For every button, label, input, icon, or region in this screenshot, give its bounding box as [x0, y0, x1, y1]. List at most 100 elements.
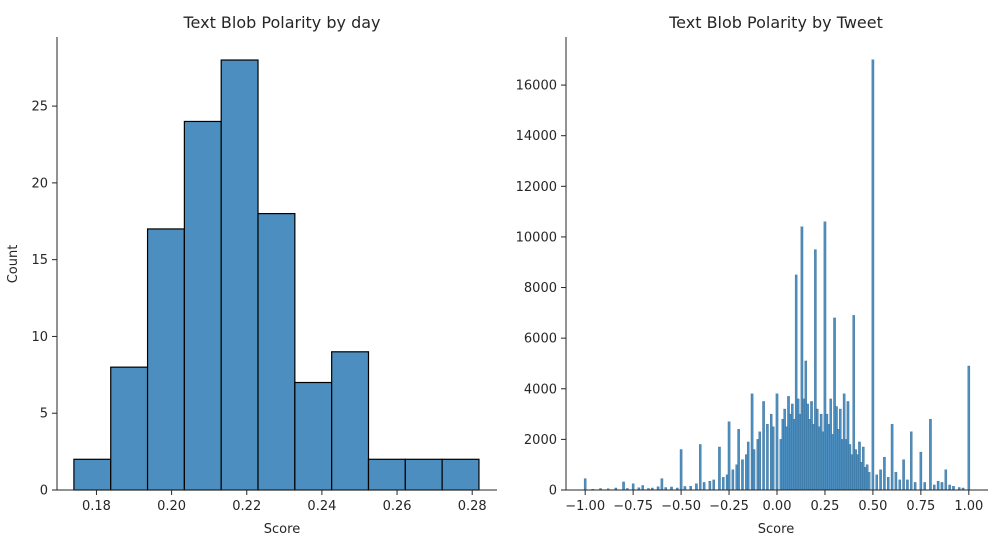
x-tick-label: 0.50 — [858, 499, 887, 514]
y-tick-label: 0 — [40, 484, 48, 499]
histogram-bar — [948, 484, 951, 491]
x-tick-label: 0.75 — [906, 499, 935, 514]
histogram-bar — [910, 431, 913, 491]
y-tick-label: 25 — [31, 100, 48, 115]
histogram-bar — [722, 477, 725, 491]
histogram-bar — [737, 429, 740, 491]
y-tick-label: 8000 — [524, 281, 557, 296]
histogram-bar — [929, 418, 932, 491]
histogram-bar — [871, 59, 875, 491]
x-axis-label: Score — [758, 522, 794, 537]
histogram-bar — [367, 458, 406, 491]
histogram-bar — [940, 482, 944, 491]
x-tick-label: −0.75 — [613, 499, 653, 514]
histogram-bar — [73, 458, 112, 491]
chart-title: Text Blob Polarity by Tweet — [668, 13, 883, 32]
histogram-bar — [923, 482, 926, 491]
histogram-bar — [890, 424, 894, 491]
histogram-bar — [699, 444, 702, 491]
x-tick-label: 1.00 — [954, 499, 983, 514]
histogram-bar — [752, 449, 756, 491]
y-tick-label: 20 — [31, 176, 48, 191]
y-tick-label: 10000 — [516, 230, 557, 245]
histogram-bar — [906, 479, 909, 491]
x-tick-label: 0.22 — [232, 499, 261, 514]
y-axis-label: Count — [6, 245, 21, 284]
x-tick-label: 0.28 — [458, 499, 487, 514]
histogram-bar — [771, 426, 775, 491]
histogram-bar — [898, 479, 902, 491]
x-axis-label: Score — [264, 522, 300, 537]
histogram-bar — [718, 446, 721, 491]
y-tick-label: 14000 — [516, 129, 557, 144]
x-tick-label: −1.00 — [565, 499, 605, 514]
x-tick-label: 0.24 — [307, 499, 336, 514]
histogram-bar — [902, 459, 905, 491]
histogram-bar — [879, 469, 882, 491]
histogram-bar — [894, 472, 898, 491]
histogram-bar — [766, 424, 769, 491]
histogram-bar — [731, 469, 735, 491]
axes-group: −1.00 −0.75 −0.50 −0.25 0.00 0.25 0.50 0.75 1.00… — [516, 37, 988, 514]
histogram-bar — [294, 381, 333, 491]
histogram-bar — [441, 458, 480, 491]
y-tick-label: 2000 — [524, 433, 557, 448]
histogram-by-tweet: Text Blob Polarity by Tweet −1.00 −0.75 −0… — [516, 13, 988, 537]
histogram-bar — [583, 478, 587, 491]
y-tick-label: 4000 — [524, 382, 557, 397]
histogram-by-day: Text Blob Polarity by day 0.18 0.20 0.22 0.… — [6, 13, 497, 537]
histogram-bar — [758, 431, 761, 491]
y-tick-label: 0 — [549, 484, 557, 499]
histogram-bar — [936, 480, 940, 491]
histogram-bar — [727, 421, 731, 491]
y-tick-label: 10 — [31, 330, 48, 345]
histogram-bar — [919, 451, 923, 491]
histogram-bar — [913, 482, 917, 491]
histogram-bar — [110, 366, 149, 491]
histogram-bar — [622, 481, 625, 491]
x-tick-label: 0.25 — [810, 499, 839, 514]
histogram-bar — [875, 474, 878, 491]
histogram-bar — [708, 480, 712, 491]
y-tick-label: 15 — [31, 253, 48, 268]
histogram-bar — [220, 59, 259, 491]
y-tick-label: 5 — [40, 407, 48, 422]
bars-group — [583, 59, 971, 491]
histogram-bar — [867, 472, 871, 491]
histogram-bar — [679, 449, 683, 491]
histogram-bar — [952, 486, 955, 491]
y-tick-label: 12000 — [516, 180, 557, 195]
x-tick-label: −0.25 — [709, 499, 749, 514]
histogram-bar — [641, 485, 644, 491]
axes-group: 0.18 0.20 0.22 0.24 0.26 0.28 0 5 10 15 20 25 — [31, 37, 497, 514]
histogram-bar — [683, 486, 687, 491]
histogram-bar — [746, 441, 750, 491]
histogram-bar — [183, 120, 222, 491]
histogram-bar — [695, 483, 698, 491]
histogram-bar — [331, 351, 370, 491]
y-tick-label: 16000 — [516, 79, 557, 94]
x-tick-label: 0.18 — [82, 499, 111, 514]
bars-group — [73, 59, 480, 491]
histogram-bar — [702, 482, 706, 491]
histogram-bar — [944, 469, 948, 491]
y-tick-label: 6000 — [524, 332, 557, 347]
chart-title: Text Blob Polarity by day — [182, 13, 380, 32]
histogram-bar — [631, 483, 635, 491]
x-tick-label: 0.00 — [763, 499, 792, 514]
histogram-bar — [775, 393, 779, 491]
x-tick-label: 0.26 — [383, 499, 412, 514]
histogram-bar — [762, 401, 765, 491]
histogram-bar — [257, 212, 296, 491]
histogram-bar — [689, 486, 692, 491]
histogram-bar — [967, 365, 971, 491]
histogram-bar — [933, 484, 936, 491]
x-tick-label: −0.50 — [661, 499, 701, 514]
histogram-bar — [404, 458, 443, 491]
x-tick-label: 0.20 — [157, 499, 186, 514]
histogram-bar — [887, 477, 890, 491]
histogram-bar — [883, 456, 886, 491]
histogram-bar — [712, 479, 715, 491]
